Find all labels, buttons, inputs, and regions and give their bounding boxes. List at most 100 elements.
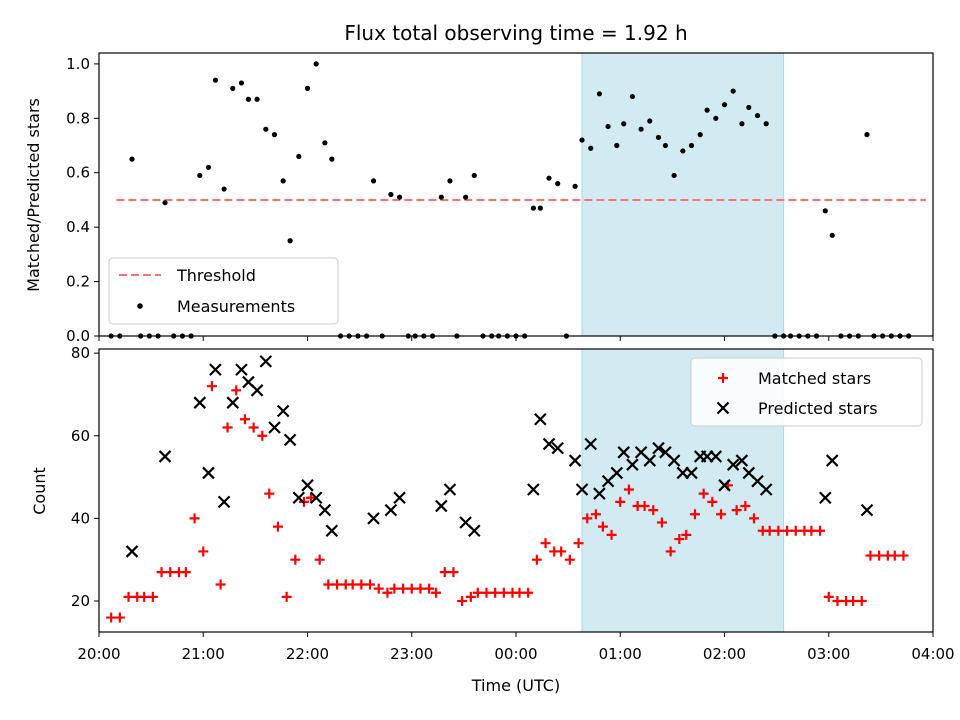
bottom-legend-box [690, 357, 923, 427]
predicted-star-marker [534, 412, 547, 426]
matched-star-marker [689, 509, 700, 520]
measurement-point [221, 186, 227, 192]
measurement-point [254, 96, 260, 102]
predicted-star-marker [209, 363, 222, 376]
predicted-star-marker [718, 479, 731, 492]
measurement-point [662, 142, 669, 149]
measurement-point [713, 115, 719, 121]
predicted-star-marker [268, 421, 281, 434]
matched-star-marker [257, 430, 268, 441]
predicted-star-marker [125, 545, 139, 558]
measurement-point [212, 77, 219, 83]
top-panel: Flux total observing time = 1.92 h Match… [24, 21, 934, 345]
top-legend: Threshold Measurements [108, 257, 339, 325]
measurement-point [205, 164, 212, 170]
matched-star-marker [656, 517, 667, 528]
matched-star-marker [398, 583, 409, 594]
matched-star-marker [490, 587, 501, 598]
measurement-point [588, 145, 594, 151]
matched-star-marker [698, 488, 709, 499]
predicted-star-marker [860, 503, 874, 517]
predicted-star-marker [276, 404, 290, 418]
bottom-y-tick-label: 80 [71, 344, 90, 362]
predicted-star-marker [435, 499, 448, 513]
measurement-point [555, 181, 561, 187]
measurement-point [572, 183, 578, 189]
matched-star-marker [540, 538, 551, 549]
measurement-point [671, 172, 677, 179]
predicted-star-marker [735, 454, 749, 467]
matched-star-marker [707, 496, 718, 507]
measurement-point [447, 178, 453, 184]
matched-star-marker [597, 521, 608, 532]
matched-star-marker [815, 525, 826, 536]
measurement-point [579, 137, 585, 143]
matched-star-marker [523, 587, 534, 598]
top-observing-span [581, 52, 785, 337]
matched-star-marker [773, 525, 784, 536]
matched-star-marker [215, 579, 226, 590]
measurement-point [655, 134, 662, 140]
measurement-point [230, 85, 236, 91]
matched-star-marker [531, 554, 542, 565]
legend-matched-label: Matched stars [758, 369, 871, 388]
predicted-star-marker [309, 491, 323, 505]
predicted-star-marker [235, 363, 248, 376]
matched-star-marker [615, 496, 626, 507]
matched-star-marker [648, 505, 659, 516]
matched-star-marker [165, 567, 176, 578]
matched-star-marker [156, 567, 167, 578]
measurement-point [530, 205, 536, 211]
matched-star-marker [731, 505, 742, 516]
matched-star-markers [106, 381, 909, 623]
predicted-star-marker [584, 437, 597, 451]
matched-star-marker [498, 587, 509, 598]
bottom-x-tick-label: 01:00 [599, 645, 642, 663]
measurement-point [629, 93, 636, 100]
matched-star-marker [465, 591, 476, 602]
measurement-point [697, 132, 703, 138]
measurement-point [329, 156, 335, 162]
matched-star-marker [665, 546, 676, 557]
matched-star-marker [865, 550, 876, 561]
measurement-point [746, 104, 752, 111]
predicted-star-marker [202, 466, 215, 480]
predicted-star-marker [325, 524, 339, 538]
matched-star-marker [889, 550, 900, 561]
bottom-y-axis-label: Count [30, 467, 49, 515]
predicted-star-marker [568, 454, 582, 467]
measurement-point [396, 194, 403, 200]
matched-star-marker [180, 567, 191, 578]
measurement-point [313, 61, 319, 67]
top-legend-box [108, 257, 339, 325]
matched-star-marker [590, 509, 601, 520]
matched-star-marker [556, 546, 567, 557]
matched-star-marker [365, 579, 376, 590]
predicted-star-marker [643, 454, 657, 467]
predicted-star-marker [825, 454, 839, 467]
legend-matched-swatch [718, 373, 728, 383]
top-axes-frame [98, 52, 934, 337]
measurement-point [245, 96, 252, 102]
measurement-point [238, 80, 245, 86]
measurement-point [304, 85, 311, 91]
matched-star-marker [514, 587, 525, 598]
measurement-points [108, 61, 912, 339]
top-y-tick-label: 0.4 [66, 218, 90, 236]
matched-star-marker [382, 587, 393, 598]
matched-star-marker [356, 579, 367, 590]
legend-measurements-swatch [137, 303, 143, 309]
measurement-point [162, 200, 168, 206]
predicted-star-marker [217, 495, 231, 509]
measurement-point [614, 142, 620, 149]
matched-star-marker [373, 583, 384, 594]
measurement-point [647, 118, 653, 124]
matched-star-marker [114, 612, 125, 623]
matched-star-marker [123, 591, 134, 602]
matched-star-marker [389, 583, 400, 594]
predicted-star-marker [610, 466, 624, 480]
bottom-y-tick-label: 60 [71, 427, 90, 445]
measurement-point [280, 178, 286, 184]
matched-star-marker [674, 534, 685, 545]
matched-star-marker [198, 546, 209, 557]
